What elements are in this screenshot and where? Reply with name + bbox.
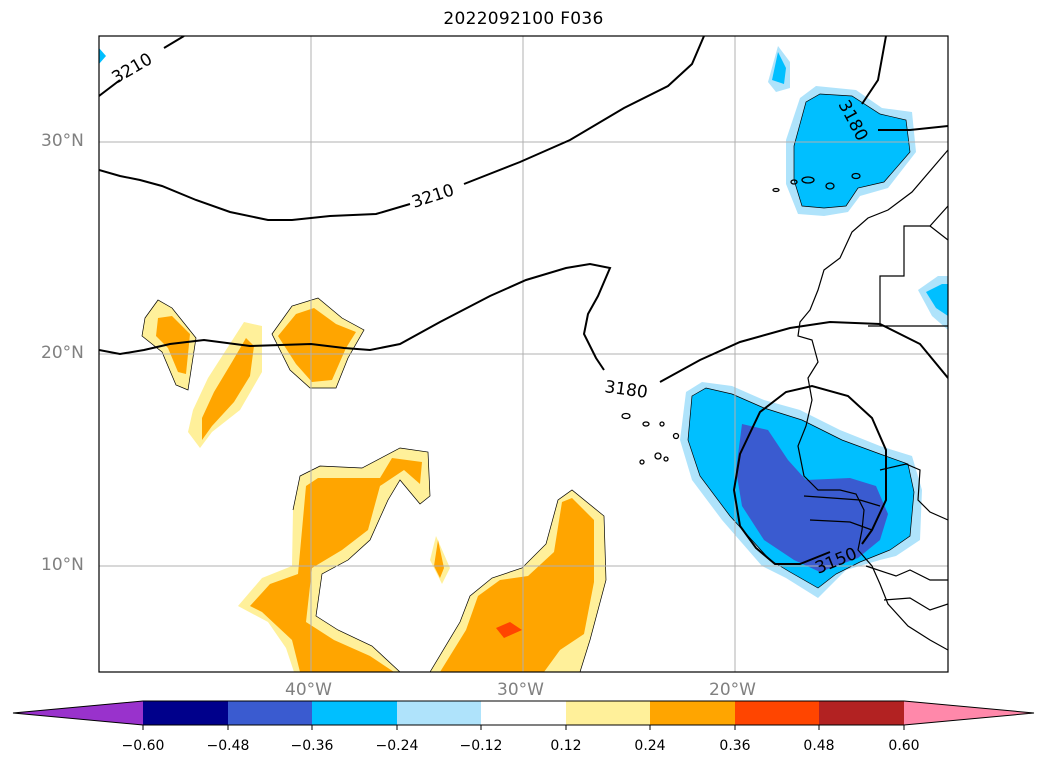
colorbar	[12, 700, 1035, 730]
lon-label-30w: 30°W	[497, 680, 544, 700]
colorbar-bin	[143, 701, 228, 725]
colorbar-bin	[481, 701, 566, 725]
lat-label-20n: 20°N	[41, 343, 84, 363]
islands	[621, 172, 861, 465]
lat-label-10n: 10°N	[41, 555, 84, 575]
colorbar-bin	[650, 701, 735, 725]
colorbar-bin	[397, 701, 481, 725]
colorbar-bin	[566, 701, 650, 725]
colorbar-extend-low	[13, 701, 143, 725]
colorbar-bin	[819, 701, 904, 725]
negative-anomaly-shading	[99, 46, 948, 598]
shading-outlines	[141, 93, 915, 672]
colorbar-bin	[228, 701, 312, 725]
gridlines	[99, 36, 948, 672]
colorbar-bin	[735, 701, 819, 725]
colorbar-tick-label: −0.48	[206, 738, 250, 754]
colorbar-tick-label: 0.24	[634, 738, 666, 754]
colorbar-tick-label: −0.36	[290, 738, 334, 754]
map-plot-area: 3210 3210 3180 3180 3150	[99, 36, 948, 672]
colorbar-tick-label: 0.36	[719, 738, 751, 754]
colorbar-bin	[312, 701, 397, 725]
coastlines	[797, 149, 948, 651]
lat-label-30n: 30°N	[41, 131, 84, 151]
height-contours	[99, 36, 948, 565]
map-title: 2022092100 F036	[443, 9, 604, 29]
positive-anomaly-shading	[142, 298, 606, 672]
lon-label-20w: 20°W	[709, 680, 756, 700]
colorbar-extend-high	[904, 701, 1034, 725]
colorbar-tick-label: 0.60	[888, 738, 920, 754]
contour-label: 3210	[409, 180, 456, 212]
contour-label: 3180	[603, 377, 649, 403]
colorbar-tick-label: −0.60	[121, 738, 165, 754]
colorbar-tick-label: 0.12	[550, 738, 582, 754]
colorbar-tick-label: −0.24	[375, 738, 419, 754]
colorbar-tick-label: −0.12	[459, 738, 503, 754]
colorbar-tick-label: 0.48	[803, 738, 835, 754]
map-frame	[98, 35, 949, 673]
lon-label-40w: 40°W	[285, 680, 332, 700]
colorbar-ticks	[142, 725, 905, 730]
contour-label: 3210	[109, 49, 156, 88]
